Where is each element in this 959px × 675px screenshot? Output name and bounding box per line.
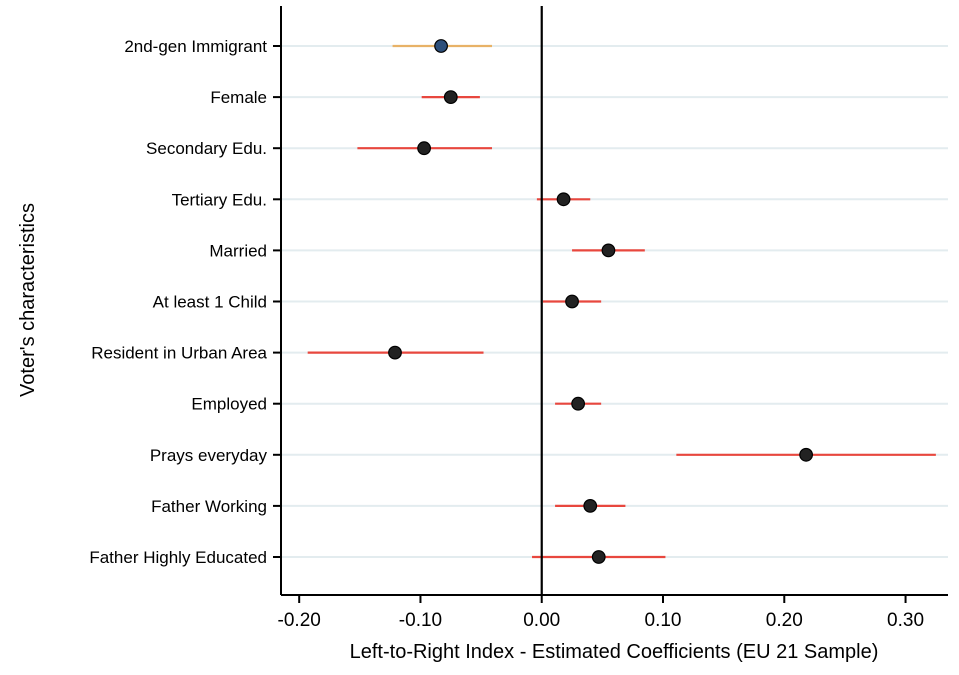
point-estimates: [388, 39, 814, 564]
point-estimate: [388, 345, 402, 360]
category-label: Resident in Urban Area: [91, 344, 267, 363]
point-estimate: [601, 243, 616, 258]
x-tick-label: -0.10: [399, 610, 442, 631]
point-estimate: [799, 447, 814, 462]
category-label: Female: [210, 88, 267, 107]
x-tick-label: 0.00: [523, 610, 560, 631]
gridlines: [281, 45, 948, 558]
category-labels: 2nd-gen Immigrant Female Secondary Edu. Ter…: [89, 37, 267, 567]
category-label: Secondary Edu.: [146, 139, 267, 158]
category-label: At least 1 Child: [153, 293, 267, 312]
x-tick-label: 0.20: [766, 610, 803, 631]
point-estimate: [556, 192, 571, 207]
point-estimate: [583, 499, 598, 513]
point-estimate: [571, 396, 586, 411]
category-label: Employed: [191, 395, 267, 414]
category-label: Married: [209, 241, 267, 260]
point-estimate: [443, 90, 458, 104]
x-tick-label: 0.30: [887, 610, 924, 631]
category-label: Father Working: [151, 497, 267, 516]
category-label: Tertiary Edu.: [172, 190, 267, 209]
category-label: Prays everyday: [150, 446, 268, 465]
x-tick-label: -0.20: [278, 610, 321, 631]
tick-labels: -0.20 -0.10 0.00 0.10 0.20 0.30: [273, 45, 924, 631]
y-axis-title: Voter's characteristics: [17, 203, 39, 397]
point-estimate: [417, 141, 432, 156]
x-axis-title: Left-to-Right Index - Estimated Coeffici…: [350, 641, 879, 663]
point-estimate: [591, 550, 606, 564]
category-label: Father Highly Educated: [89, 548, 267, 567]
point-estimate: [434, 39, 448, 53]
category-label: 2nd-gen Immigrant: [124, 37, 267, 56]
x-tick-label: 0.10: [645, 610, 682, 631]
point-estimate: [565, 294, 579, 309]
